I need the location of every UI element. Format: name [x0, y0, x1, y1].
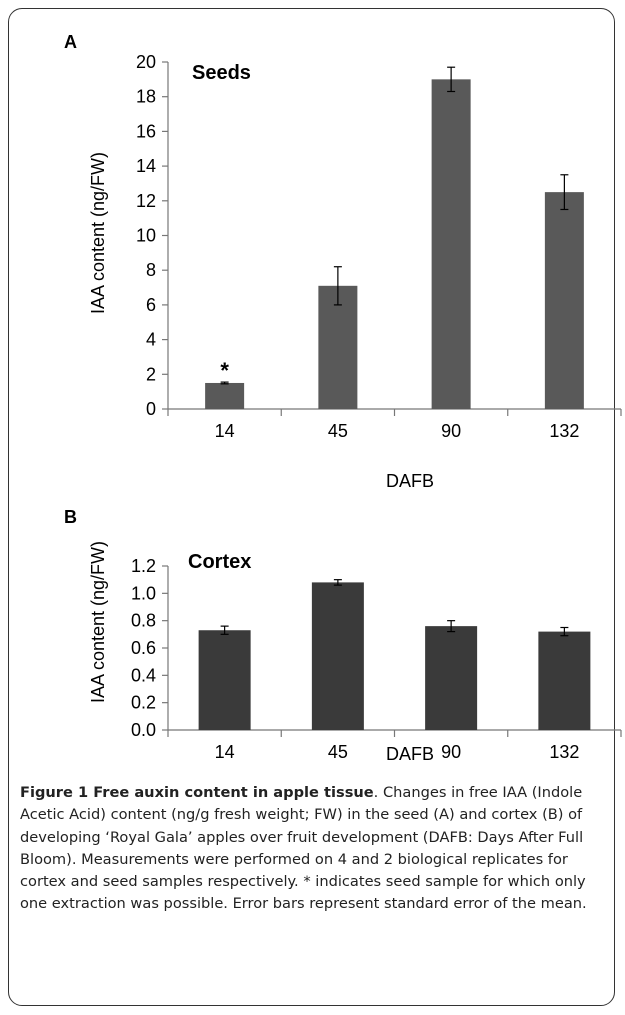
- figure-caption: Figure 1 Free auxin content in apple tis…: [20, 782, 608, 916]
- panel-a-title: Seeds: [192, 62, 251, 84]
- bar: [205, 382, 245, 409]
- y-tick-label: 8: [146, 260, 156, 280]
- y-tick-label: 18: [136, 87, 156, 107]
- x-tick-label: 14: [215, 742, 235, 762]
- annotation-asterisk: *: [220, 358, 229, 383]
- x-tick-label: 45: [328, 421, 348, 441]
- x-tick-label: 90: [441, 421, 461, 441]
- y-tick-label: 1.0: [131, 583, 156, 603]
- y-tick-label: 0.4: [131, 665, 156, 685]
- y-tick-label: 2: [146, 364, 156, 384]
- x-tick-label: 132: [549, 421, 579, 441]
- bar: [538, 631, 591, 730]
- x-tick-label: 132: [549, 742, 579, 762]
- bar: [544, 192, 584, 409]
- y-tick-label: 6: [146, 295, 156, 315]
- panel-a: A Seeds IAA content (ng/FW) DAFB 0 2 4 6 8 10…: [64, 32, 622, 491]
- y-tick-label: 0.6: [131, 638, 156, 658]
- caption-title: Figure 1 Free auxin content in apple tis…: [20, 784, 374, 801]
- y-tick-label: 0: [146, 399, 156, 419]
- y-tick-label: 0.8: [131, 611, 156, 631]
- y-tick-label: 0.2: [131, 693, 156, 713]
- bar: [311, 582, 364, 730]
- panel-a-label: A: [64, 32, 77, 52]
- panel-b-title: Cortex: [188, 551, 251, 573]
- x-tick-label: 90: [441, 742, 461, 762]
- bar: [431, 79, 471, 409]
- y-tick-label: 12: [136, 191, 156, 211]
- caption-text: . Changes in free IAA (Indole Acetic Aci…: [20, 784, 587, 913]
- figure-svg: A Seeds IAA content (ng/FW) DAFB 0 2 4 6 8 10…: [64, 32, 622, 764]
- panel-a-x-axis-label: DAFB: [386, 471, 434, 491]
- panel-b: B Cortex IAA content (ng/FW) DAFB 0.0 0.2…: [64, 507, 622, 764]
- bar: [425, 626, 478, 730]
- y-tick-label: 16: [136, 121, 156, 141]
- y-tick-label: 20: [136, 52, 156, 72]
- y-tick-label: 14: [136, 156, 156, 176]
- panel-b-label: B: [64, 507, 77, 527]
- y-tick-label: 1.2: [131, 556, 156, 576]
- y-tick-label: 0.0: [131, 720, 156, 740]
- x-tick-label: 45: [328, 742, 348, 762]
- y-tick-label: 4: [146, 330, 156, 350]
- bar: [318, 285, 358, 409]
- panel-a-y-axis-label: IAA content (ng/FW): [88, 152, 108, 314]
- x-tick-label: 14: [215, 421, 235, 441]
- bar: [198, 630, 251, 730]
- figure-frame: [8, 8, 615, 1006]
- panel-b-x-axis-label: DAFB: [386, 744, 434, 764]
- panel-b-y-axis-label: IAA content (ng/FW): [88, 541, 108, 703]
- y-tick-label: 10: [136, 226, 156, 246]
